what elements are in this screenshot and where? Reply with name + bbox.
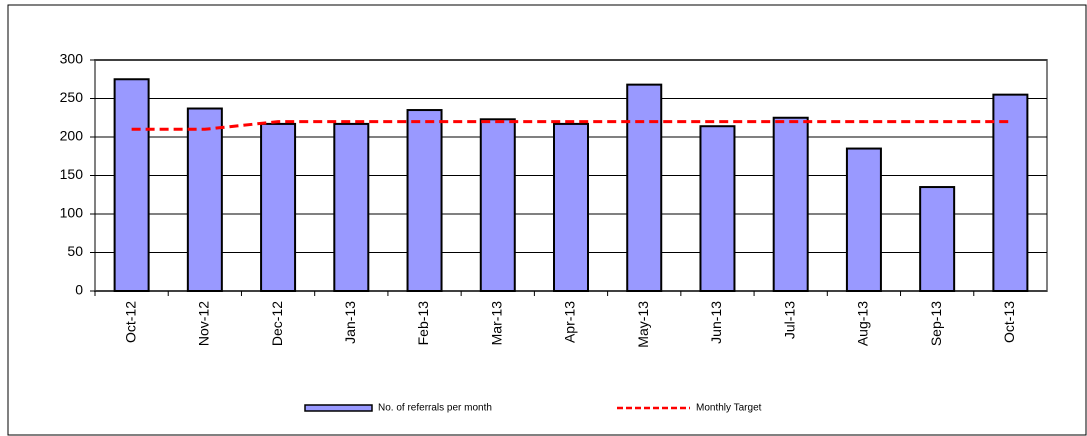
y-tick-label: 300 [60, 51, 84, 67]
bar [553, 122, 589, 292]
y-tick-label: 50 [67, 243, 83, 259]
bar [699, 125, 736, 292]
x-tick-label: Apr-13 [562, 301, 578, 343]
bar [992, 93, 1029, 293]
y-tick-label: 150 [60, 166, 84, 182]
y-tick-label: 100 [60, 205, 84, 221]
x-tick-label: Feb-13 [415, 301, 431, 346]
x-tick-label: Dec-12 [269, 301, 285, 346]
x-tick-label: Oct-12 [122, 301, 138, 343]
bar [919, 186, 956, 292]
bar [333, 122, 370, 292]
bar [772, 116, 809, 292]
legend-label: No. of referrals per month [378, 403, 492, 414]
x-tick-label: Jun-13 [708, 301, 724, 344]
y-tick-label: 0 [75, 282, 83, 298]
bar [186, 107, 223, 293]
bar [626, 83, 663, 292]
x-tick-label: Jul-13 [781, 301, 797, 339]
x-tick-label: Mar-13 [488, 301, 504, 346]
bar [260, 122, 297, 292]
y-tick-label: 200 [60, 128, 84, 144]
bar [845, 147, 882, 292]
bar [479, 118, 516, 293]
x-tick-label: Sep-13 [928, 301, 944, 346]
legend-swatch [304, 404, 373, 412]
y-tick-label: 250 [60, 89, 84, 105]
bar [113, 78, 150, 292]
target-line [131, 120, 1011, 131]
x-tick-label: Oct-13 [1001, 301, 1017, 343]
x-tick-label: Jan-13 [342, 301, 358, 344]
bar [406, 109, 443, 292]
x-tick-label: May-13 [635, 301, 651, 348]
x-tick-label: Nov-12 [196, 301, 212, 346]
x-tick-label: Aug-13 [855, 301, 871, 346]
legend-label: Monthly Target [696, 403, 762, 414]
